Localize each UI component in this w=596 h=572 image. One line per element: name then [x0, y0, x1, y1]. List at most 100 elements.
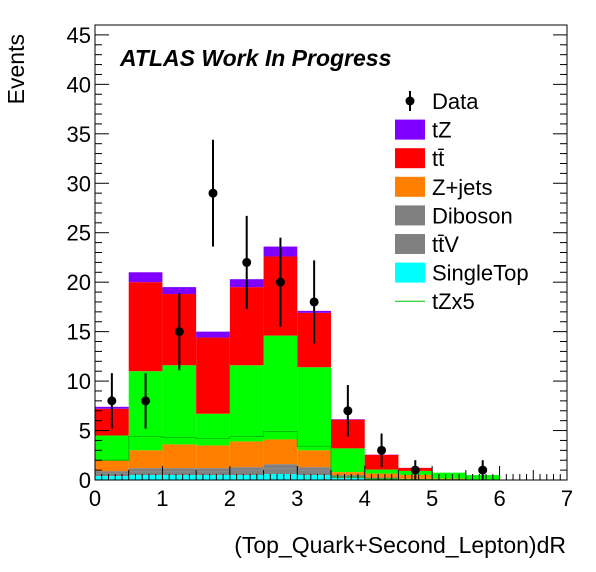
y-tick-label: 30 [67, 171, 91, 196]
bar-singletop-bin-0 [95, 476, 129, 480]
data-marker [174, 327, 184, 337]
bar-ttv-bin-4 [229, 470, 264, 476]
bar-singletop-bin-2 [162, 475, 197, 480]
y-tick-label: 10 [67, 369, 91, 394]
bar-ttv-green-bin-4 [229, 365, 264, 442]
bar-singletop-bin-7 [331, 478, 365, 480]
bar-singletop-bin-1 [128, 475, 163, 480]
bar-z+jets-bin-10 [432, 478, 466, 480]
data-point [377, 433, 387, 468]
bar-z+jets-bin-6 [297, 450, 331, 468]
data-point [309, 260, 319, 344]
data-marker [478, 465, 488, 475]
bar-z+jets-bin-3 [196, 445, 230, 469]
bar-tz-bin-2 [162, 287, 197, 295]
data-marker [309, 297, 319, 307]
legend-entry: tZ [395, 118, 452, 143]
x-tick-label: 4 [359, 486, 371, 511]
bar-ttv-bin-1 [128, 471, 163, 476]
bar-tz-bin-1 [128, 272, 163, 283]
x-axis-label: (Top_Quark+Second_Lepton)dR [234, 532, 566, 558]
y-tick-label: 35 [67, 122, 91, 147]
bar-ttv-bin-2 [162, 471, 197, 476]
legend-entry: Z+jets [395, 175, 493, 200]
bar-diboson-bin-5 [263, 464, 298, 469]
stacked-bars [95, 246, 500, 480]
legend-label: Data [432, 89, 479, 114]
data-point [174, 293, 184, 371]
bar-ttv-green-bin-10 [432, 472, 466, 479]
legend-label: tZx5 [432, 289, 475, 314]
bar-z+jets-bin-7 [331, 472, 365, 476]
bar-singletop-bin-6 [297, 475, 331, 480]
data-point [208, 139, 218, 247]
bar-z+jets-bin-1 [128, 450, 163, 469]
bar-ttv-bin-0 [95, 473, 129, 477]
x-tick-label: 5 [426, 486, 438, 511]
legend-swatch [395, 234, 425, 254]
legend-entry: tZx5 [395, 289, 475, 314]
legend-label: SingleTop [432, 261, 529, 286]
bar-singletop-bin-4 [229, 475, 264, 480]
bar-z+jets-bin-8 [364, 473, 399, 478]
x-tick-label: 2 [224, 486, 236, 511]
axis-ticks [94, 24, 568, 481]
legend-label: tZ [432, 118, 452, 143]
bar-diboson-bin-6 [297, 467, 331, 471]
legend-label: Diboson [432, 203, 513, 228]
legend-entry: SingleTop [395, 261, 529, 286]
data-point [478, 460, 488, 480]
x-tick-label: 7 [561, 486, 573, 511]
data-point [242, 215, 252, 309]
y-tick-label: 15 [67, 320, 91, 345]
bar-diboson-bin-3 [196, 468, 230, 472]
y-tick-label: 5 [79, 419, 91, 444]
data-marker [343, 406, 353, 416]
bar-ttv-green-bin-2 [162, 365, 197, 445]
bar-ttv-bin-3 [196, 471, 230, 476]
y-tick-label: 0 [79, 468, 91, 493]
data-points [107, 139, 488, 480]
bar-ttv-green-bin-8 [364, 469, 399, 474]
x-tick-label: 3 [291, 486, 303, 511]
data-marker [208, 188, 218, 198]
chart-title: ATLAS Work In Progress [119, 45, 391, 71]
bar-z+jets-bin-2 [162, 444, 197, 469]
legend-entry: tt̄ [395, 146, 444, 171]
bar-ttv-bin-6 [297, 470, 331, 476]
legend-label: Z+jets [432, 175, 493, 200]
legend-swatch [395, 119, 425, 140]
bar-z+jets-bin-0 [95, 460, 129, 472]
legend-entry: Data [405, 89, 479, 114]
y-tick-label: 40 [67, 72, 91, 97]
data-point [141, 373, 151, 429]
data-point [410, 460, 420, 480]
legend-label: tt̄ [432, 146, 444, 171]
bar-z+jets-bin-5 [263, 439, 298, 465]
bar-diboson-bin-1 [128, 468, 163, 472]
bar-ttv-green-bin-5 [263, 335, 298, 440]
data-point [275, 237, 285, 327]
data-marker [107, 396, 117, 406]
y-tick-label: 20 [67, 270, 91, 295]
data-point [107, 373, 117, 429]
bar-ttv-bin-5 [263, 468, 298, 475]
bar-tt-bin-3 [196, 337, 230, 414]
x-tick-label: 6 [493, 486, 505, 511]
legend-swatch [395, 176, 425, 197]
bar-ttv-green-bin-3 [196, 413, 230, 446]
bar-z+jets-bin-4 [229, 441, 264, 468]
y-tick-label: 45 [67, 23, 91, 48]
data-marker [377, 445, 387, 455]
bar-ttv-green-bin-0 [95, 435, 129, 461]
bar-diboson-bin-7 [331, 475, 365, 477]
bar-tz-bin-3 [196, 331, 230, 338]
legend-swatch [395, 262, 425, 283]
data-point [343, 385, 353, 437]
bar-diboson-bin-4 [229, 467, 264, 471]
bar-diboson-bin-2 [162, 468, 197, 472]
legend-swatch [395, 148, 425, 169]
